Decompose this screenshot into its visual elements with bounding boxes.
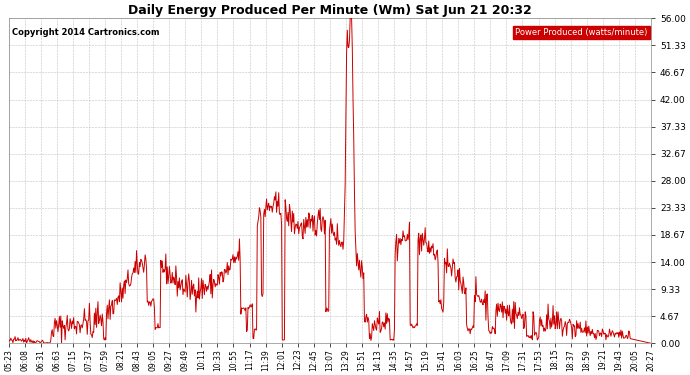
Text: Power Produced (watts/minute): Power Produced (watts/minute): [515, 28, 648, 37]
Text: Copyright 2014 Cartronics.com: Copyright 2014 Cartronics.com: [12, 28, 159, 37]
Title: Daily Energy Produced Per Minute (Wm) Sat Jun 21 20:32: Daily Energy Produced Per Minute (Wm) Sa…: [128, 4, 532, 17]
